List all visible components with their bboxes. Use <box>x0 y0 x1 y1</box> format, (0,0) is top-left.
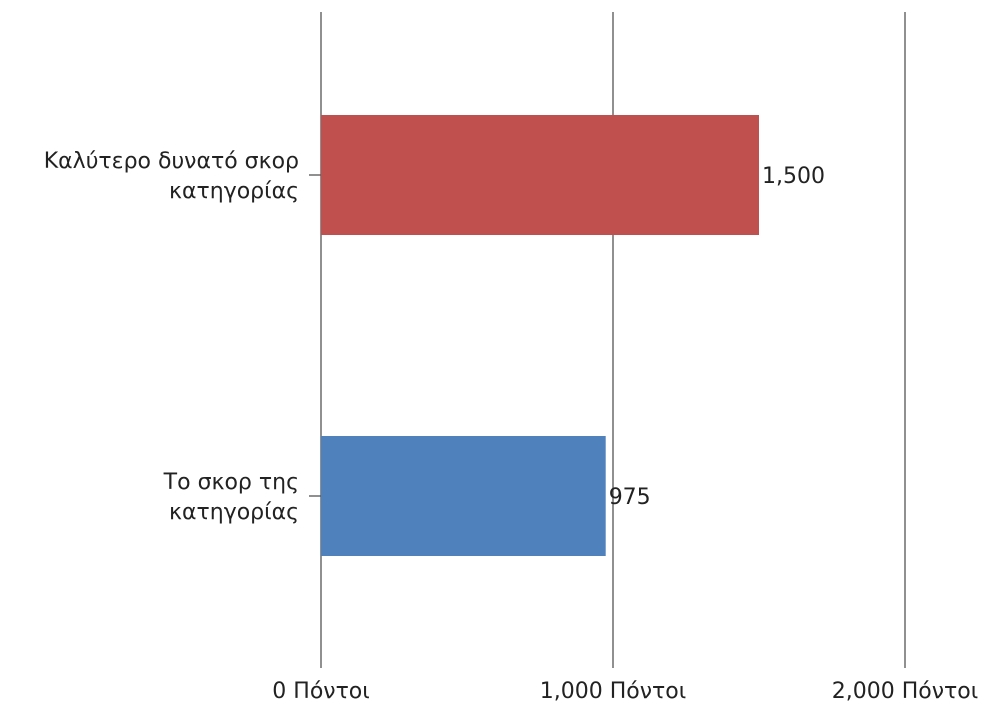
value-axis: 0 Πόντοι 1,000 Πόντοι 2,000 Πόντοι <box>272 656 978 702</box>
bar <box>321 115 759 235</box>
category-label: Το σκορ της κατηγορίας <box>163 470 299 525</box>
bars <box>321 115 759 556</box>
category-label-line: κατηγορίας <box>169 179 299 204</box>
category-label: Καλύτερο δυνατό σκορ κατηγορίας <box>44 149 299 204</box>
data-label: 975 <box>609 485 651 510</box>
value-labels: 1,500 975 <box>609 164 825 510</box>
category-label-line: Το σκορ της <box>163 470 299 495</box>
bar <box>321 436 606 556</box>
x-tick-label: 2,000 Πόντοι <box>832 679 978 702</box>
x-tick-label: 1,000 Πόντοι <box>540 679 686 702</box>
category-label-line: κατηγορίας <box>169 500 299 525</box>
data-label: 1,500 <box>762 164 825 189</box>
category-label-line: Καλύτερο δυνατό σκορ <box>44 149 299 174</box>
x-tick-label: 0 Πόντοι <box>272 679 369 702</box>
gridlines <box>320 12 906 656</box>
